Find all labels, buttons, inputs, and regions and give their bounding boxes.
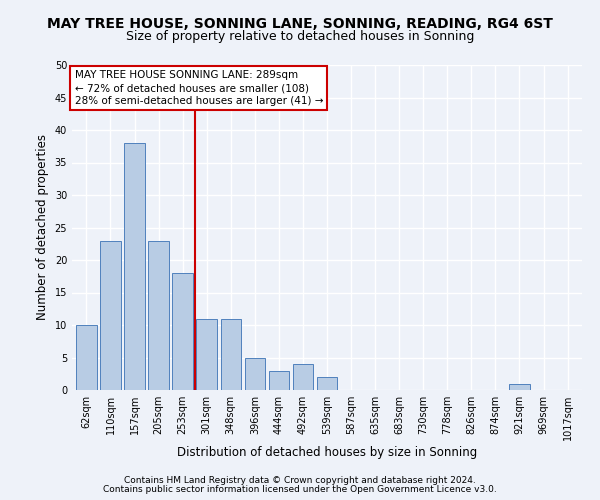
Bar xyxy=(100,240,121,390)
Bar xyxy=(172,273,193,390)
Bar xyxy=(221,318,241,390)
Text: MAY TREE HOUSE SONNING LANE: 289sqm
← 72% of detached houses are smaller (108)
2: MAY TREE HOUSE SONNING LANE: 289sqm ← 72… xyxy=(74,70,323,106)
Bar xyxy=(509,384,530,390)
Y-axis label: Number of detached properties: Number of detached properties xyxy=(36,134,49,320)
Bar xyxy=(293,364,313,390)
Bar xyxy=(269,370,289,390)
X-axis label: Distribution of detached houses by size in Sonning: Distribution of detached houses by size … xyxy=(177,446,477,459)
Bar xyxy=(317,377,337,390)
Text: Size of property relative to detached houses in Sonning: Size of property relative to detached ho… xyxy=(126,30,474,43)
Bar xyxy=(148,240,169,390)
Text: Contains public sector information licensed under the Open Government Licence v3: Contains public sector information licen… xyxy=(103,485,497,494)
Text: MAY TREE HOUSE, SONNING LANE, SONNING, READING, RG4 6ST: MAY TREE HOUSE, SONNING LANE, SONNING, R… xyxy=(47,18,553,32)
Bar xyxy=(76,325,97,390)
Text: Contains HM Land Registry data © Crown copyright and database right 2024.: Contains HM Land Registry data © Crown c… xyxy=(124,476,476,485)
Bar xyxy=(245,358,265,390)
Bar xyxy=(196,318,217,390)
Bar xyxy=(124,143,145,390)
